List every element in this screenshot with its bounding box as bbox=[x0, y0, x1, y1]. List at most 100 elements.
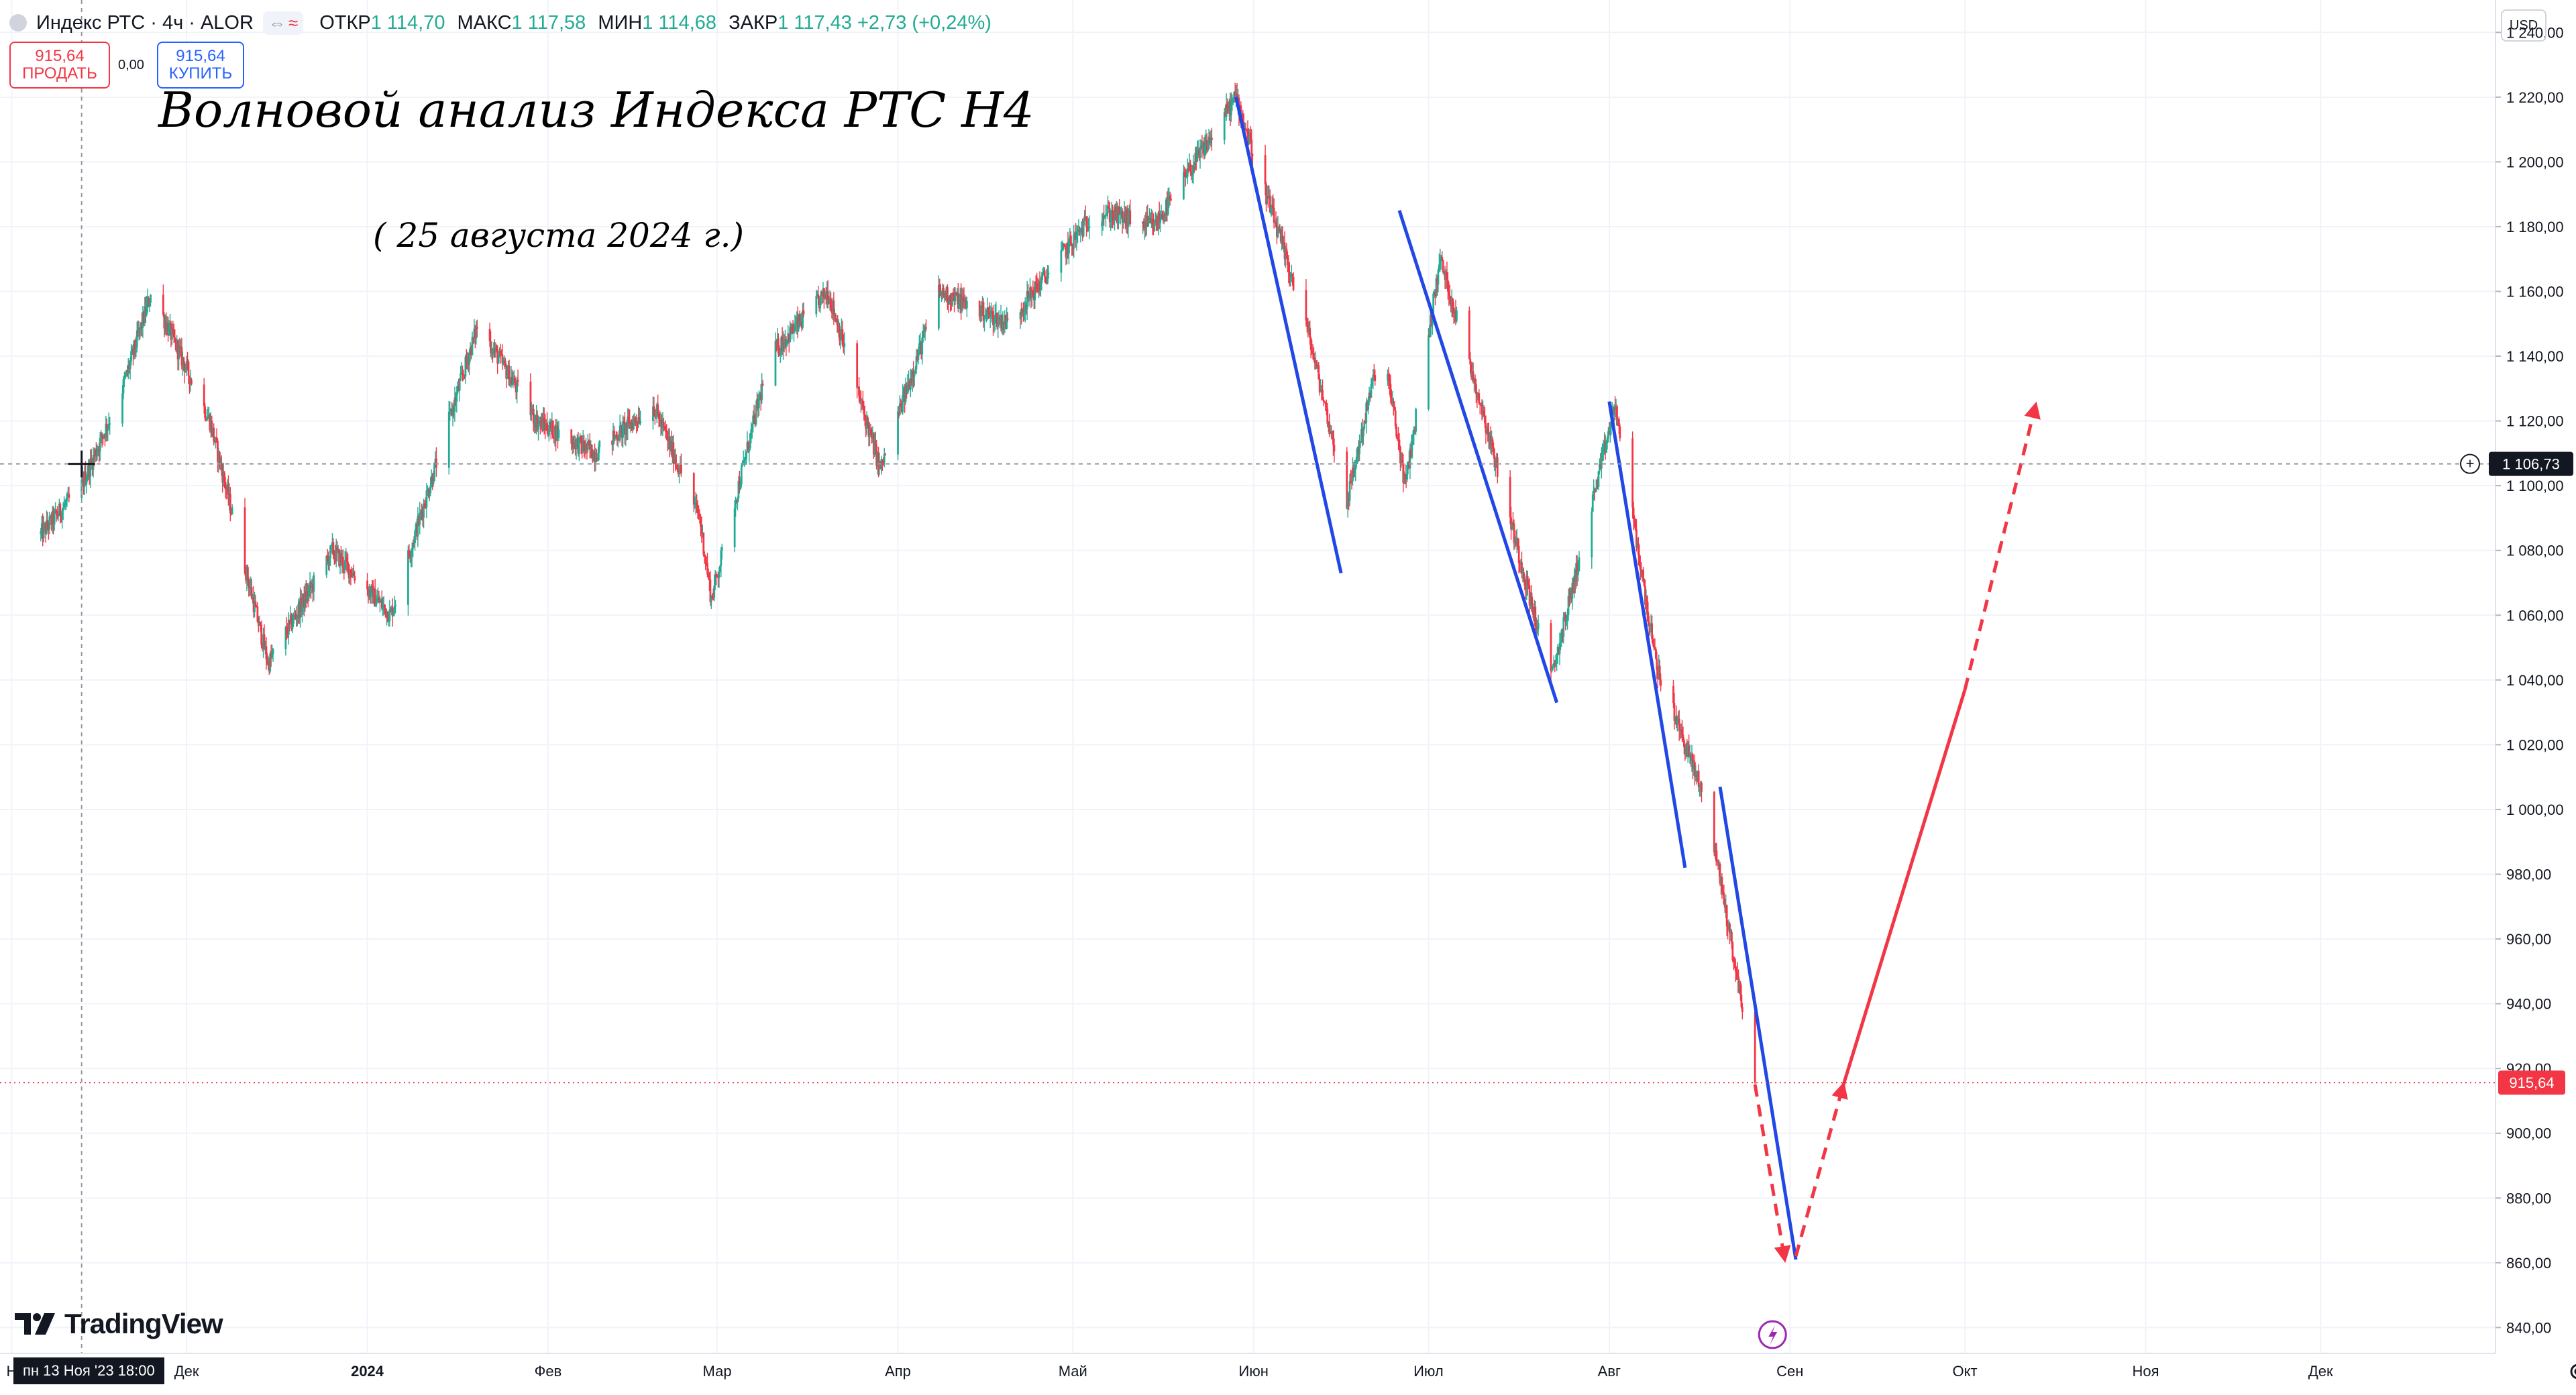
candle-body bbox=[1619, 426, 1621, 439]
candle-body bbox=[841, 329, 843, 339]
candle-body bbox=[587, 441, 589, 450]
candle-body bbox=[1731, 932, 1733, 943]
candle-body bbox=[653, 415, 656, 417]
candle-body bbox=[957, 292, 959, 309]
candle-body bbox=[1364, 421, 1366, 423]
candle-body bbox=[735, 500, 738, 502]
candle-body bbox=[943, 288, 945, 297]
candle-body bbox=[382, 604, 385, 606]
candle-body bbox=[1108, 208, 1111, 223]
candle-body bbox=[492, 351, 494, 354]
candle-body bbox=[1470, 364, 1472, 377]
candle-body bbox=[326, 555, 329, 558]
buy-button[interactable]: 915,64 КУПИТЬ bbox=[157, 42, 244, 89]
candle-body bbox=[183, 363, 186, 372]
candle-body bbox=[142, 311, 144, 328]
candle-body bbox=[634, 417, 637, 422]
candle-body bbox=[1277, 227, 1279, 237]
candle-body bbox=[1602, 445, 1605, 453]
wave-trend-line bbox=[1397, 210, 1559, 704]
candle-body bbox=[92, 455, 95, 470]
candle-body bbox=[1357, 447, 1360, 455]
candle-body bbox=[1152, 224, 1155, 231]
candle-body bbox=[694, 503, 696, 505]
candle-body bbox=[919, 342, 922, 343]
candle-body bbox=[372, 586, 374, 604]
candle-body bbox=[471, 337, 474, 355]
candle-body bbox=[694, 502, 697, 504]
settings-gear-icon[interactable] bbox=[2568, 1361, 2576, 1382]
candle-body bbox=[1551, 669, 1553, 671]
candle-body bbox=[793, 331, 795, 333]
wave-trend-line bbox=[1234, 97, 1343, 574]
candle-body bbox=[1686, 745, 1689, 756]
currency-selector[interactable]: USD bbox=[2501, 9, 2546, 42]
candle-body bbox=[1391, 402, 1394, 403]
candle-body bbox=[1601, 453, 1604, 454]
candle-body bbox=[307, 591, 309, 597]
candle-body bbox=[781, 337, 784, 351]
candle-body bbox=[44, 524, 46, 525]
candle-body bbox=[1598, 464, 1601, 471]
candle-body bbox=[841, 329, 844, 345]
tradingview-logo[interactable]: TradingView bbox=[15, 1308, 223, 1340]
candle-body bbox=[659, 419, 661, 427]
candle-body bbox=[941, 288, 944, 291]
candle-body bbox=[1404, 473, 1407, 478]
symbol-title[interactable]: Индекс РТС · 4ч · ALOR bbox=[36, 11, 254, 34]
candle-body bbox=[1309, 338, 1312, 350]
candle-body bbox=[582, 440, 584, 451]
candle-body bbox=[139, 328, 141, 329]
candle-body bbox=[349, 569, 351, 579]
candle-body bbox=[377, 597, 379, 599]
candle-body bbox=[537, 423, 539, 430]
candle-body bbox=[1063, 243, 1065, 247]
candle-body bbox=[776, 338, 779, 345]
candle-body bbox=[1389, 384, 1392, 398]
candle-body bbox=[1320, 390, 1323, 391]
candle-body bbox=[673, 459, 676, 464]
annotation-date[interactable]: ( 25 августа 2024 г.) bbox=[373, 216, 745, 255]
candle-body bbox=[985, 314, 987, 315]
candle-body bbox=[1738, 983, 1741, 993]
candle-body bbox=[1107, 207, 1109, 214]
candle-body bbox=[1411, 434, 1414, 436]
compare-toggle[interactable]: ⇔ ≈ bbox=[262, 11, 304, 35]
candle-body bbox=[85, 471, 87, 485]
candle-body bbox=[231, 507, 233, 514]
candle-body bbox=[345, 557, 348, 563]
candle-body bbox=[1025, 304, 1028, 310]
candle-body bbox=[40, 523, 43, 532]
candle-body bbox=[495, 347, 498, 349]
sell-button[interactable]: 915,64 ПРОДАТЬ bbox=[9, 42, 110, 89]
candle-body bbox=[130, 351, 132, 361]
candle-body bbox=[131, 348, 133, 351]
candle-body bbox=[507, 366, 510, 375]
candle-body bbox=[1725, 905, 1728, 927]
candle-body bbox=[1530, 592, 1533, 604]
candle-body bbox=[1307, 325, 1309, 330]
candle-body bbox=[1688, 745, 1690, 757]
candle-body bbox=[129, 361, 131, 370]
candle-body bbox=[1562, 616, 1565, 637]
candle-body bbox=[1609, 425, 1611, 435]
candle-body bbox=[59, 503, 62, 516]
time-tick-label: 2024 bbox=[351, 1363, 384, 1380]
candle-body bbox=[863, 406, 865, 414]
candle-body bbox=[1075, 233, 1077, 240]
candle-body bbox=[127, 365, 129, 373]
candle-body bbox=[1146, 215, 1149, 221]
candle-body bbox=[1042, 270, 1045, 273]
annotation-title[interactable]: Волновой анализ Индекса РТС Н4 bbox=[158, 82, 1034, 138]
candle-body bbox=[308, 589, 311, 597]
time-tick-label: Дек bbox=[2308, 1363, 2333, 1380]
candle-body bbox=[612, 431, 614, 445]
candle-body bbox=[1478, 393, 1481, 404]
candle-body bbox=[501, 354, 504, 364]
candle-body bbox=[716, 575, 718, 577]
candle-body bbox=[1523, 579, 1526, 586]
candle-body bbox=[1480, 402, 1483, 404]
candle-body bbox=[757, 397, 760, 408]
candle-body bbox=[553, 438, 555, 439]
